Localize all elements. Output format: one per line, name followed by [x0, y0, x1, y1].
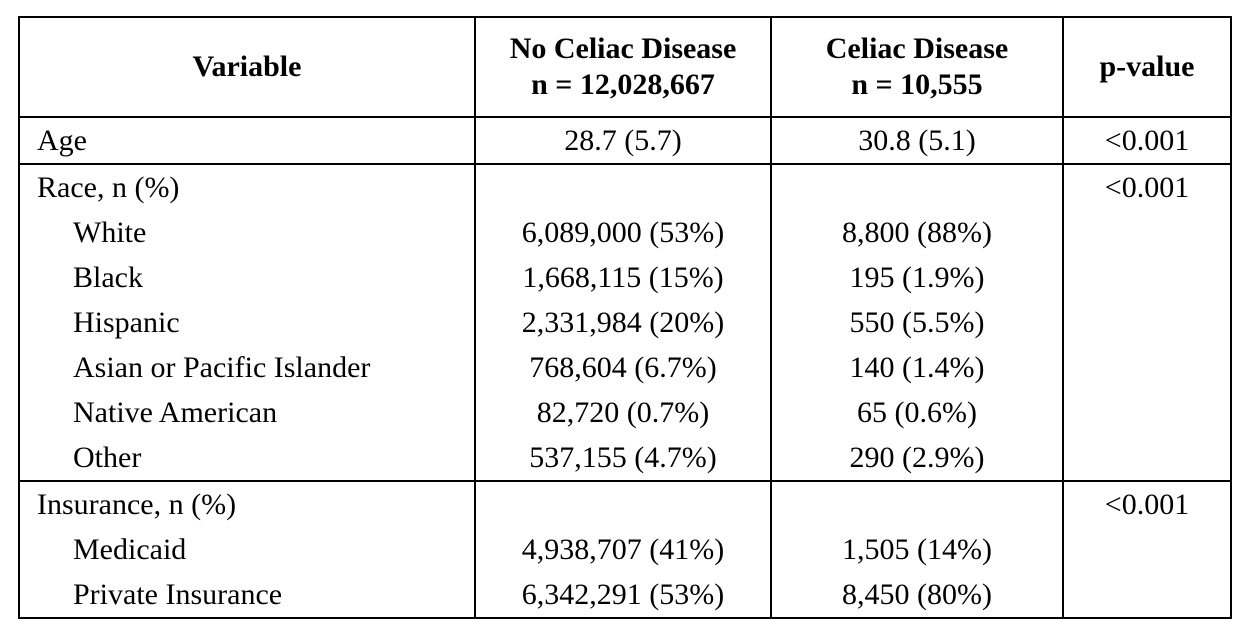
table-row: Hispanic 2,331,984 (20%) 550 (5.5%): [18, 300, 1232, 345]
cell-no-celiac: 28.7 (5.7): [474, 116, 772, 164]
section-label: Insurance, n (%): [18, 480, 476, 527]
header-variable: Variable: [18, 16, 476, 118]
row-label: Asian or Pacific Islander: [18, 345, 476, 390]
cell-no-celiac: 82,720 (0.7%): [474, 390, 772, 435]
row-label: Hispanic: [18, 300, 476, 345]
cell-pvalue: <0.001: [1062, 480, 1232, 527]
table-row: Private Insurance 6,342,291 (53%) 8,450 …: [18, 572, 1232, 619]
table-row-insurance-heading: Insurance, n (%) <0.001: [18, 480, 1232, 527]
header-celiac-title: Celiac Disease: [825, 32, 1009, 65]
table-row: Other 537,155 (4.7%) 290 (2.9%): [18, 435, 1232, 481]
header-no-celiac-count: n = 12,028,667: [531, 68, 715, 101]
cell-no-celiac: 4,938,707 (41%): [474, 527, 772, 572]
table-row: Native American 82,720 (0.7%) 65 (0.6%): [18, 390, 1232, 435]
cell-celiac: 140 (1.4%): [770, 345, 1064, 390]
table-row: Black 1,668,115 (15%) 195 (1.9%): [18, 255, 1232, 300]
row-label: White: [18, 210, 476, 255]
row-label: Black: [18, 255, 476, 300]
row-label: Medicaid: [18, 527, 476, 572]
demographics-table: Variable No Celiac Disease n = 12,028,66…: [18, 16, 1232, 619]
table-row-race-heading: Race, n (%) <0.001: [18, 163, 1232, 210]
row-label: Other: [18, 435, 476, 481]
cell-celiac: 290 (2.9%): [770, 435, 1064, 481]
cell-pvalue: <0.001: [1062, 163, 1232, 210]
cell-celiac: 1,505 (14%): [770, 527, 1064, 572]
cell-celiac: 8,450 (80%): [770, 572, 1064, 619]
age-section: Age 28.7 (5.7) 30.8 (5.1) <0.001: [18, 116, 1232, 164]
header-celiac-count: n = 10,555: [851, 68, 983, 101]
header-no-celiac: No Celiac Disease n = 12,028,667: [474, 16, 772, 118]
table-row-age: Age 28.7 (5.7) 30.8 (5.1) <0.001: [18, 116, 1232, 164]
cell-pvalue: <0.001: [1062, 116, 1232, 164]
header-celiac: Celiac Disease n = 10,555: [770, 16, 1064, 118]
cell-no-celiac: 537,155 (4.7%): [474, 435, 772, 481]
header-row: Variable No Celiac Disease n = 12,028,66…: [18, 16, 1232, 118]
cell-no-celiac: 2,331,984 (20%): [474, 300, 772, 345]
cell-no-celiac: 6,342,291 (53%): [474, 572, 772, 619]
row-label: Native American: [18, 390, 476, 435]
cell-celiac: 8,800 (88%): [770, 210, 1064, 255]
cell-celiac: 65 (0.6%): [770, 390, 1064, 435]
row-label: Age: [18, 116, 476, 164]
header-pvalue: p-value: [1062, 16, 1232, 118]
cell-no-celiac: 1,668,115 (15%): [474, 255, 772, 300]
cell-no-celiac: 768,604 (6.7%): [474, 345, 772, 390]
cell-celiac: 550 (5.5%): [770, 300, 1064, 345]
table-header: Variable No Celiac Disease n = 12,028,66…: [18, 16, 1232, 118]
cell-celiac: 30.8 (5.1): [770, 116, 1064, 164]
table-row: Medicaid 4,938,707 (41%) 1,505 (14%): [18, 527, 1232, 572]
section-label: Race, n (%): [18, 163, 476, 210]
header-no-celiac-title: No Celiac Disease: [509, 32, 737, 65]
cell-no-celiac: 6,089,000 (53%): [474, 210, 772, 255]
row-label: Private Insurance: [18, 572, 476, 619]
cell-celiac: 195 (1.9%): [770, 255, 1064, 300]
table-row: Asian or Pacific Islander 768,604 (6.7%)…: [18, 345, 1232, 390]
race-section: Race, n (%) <0.001 White 6,089,000 (53%)…: [18, 163, 1232, 481]
insurance-section: Insurance, n (%) <0.001 Medicaid 4,938,7…: [18, 480, 1232, 619]
table-row: White 6,089,000 (53%) 8,800 (88%): [18, 210, 1232, 255]
